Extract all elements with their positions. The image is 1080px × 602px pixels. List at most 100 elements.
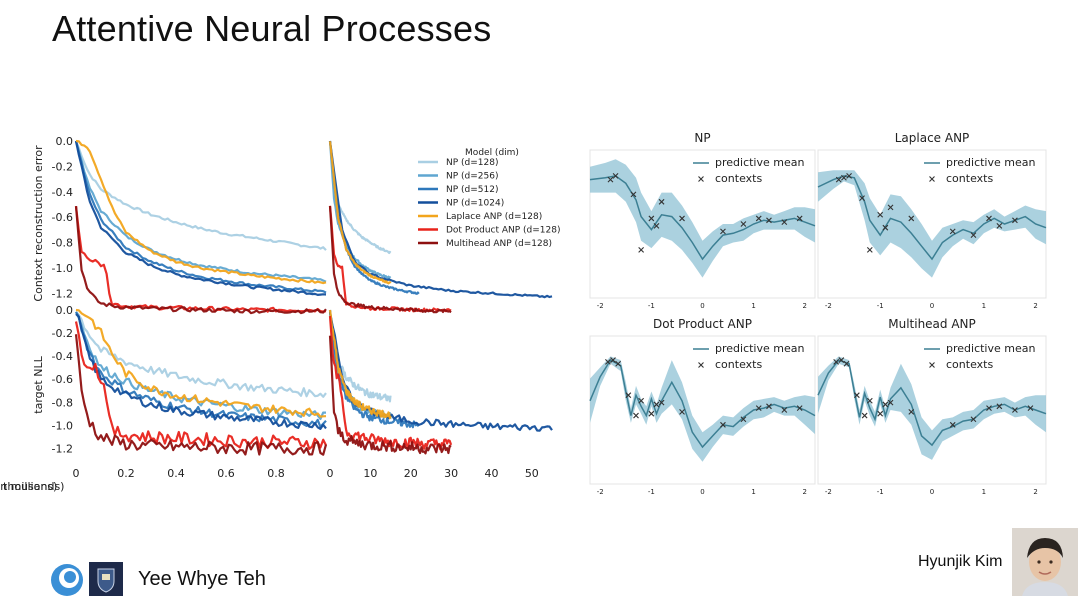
x-tick-label: -1 — [648, 302, 655, 310]
uncertainty-band — [590, 159, 815, 278]
legend-label: predictive mean — [946, 342, 1035, 355]
x-tick-label: 0 — [700, 488, 704, 496]
context-point — [781, 219, 788, 226]
x-tick-label: 30 — [444, 467, 458, 480]
legend-label-np-d-512: NP (d=512) — [446, 185, 498, 195]
uncertainty-band — [818, 356, 1046, 460]
context-point — [1012, 407, 1018, 413]
dot-product-anp-regression-plot: Dot Product ANP -2 -1 0 1 2 predictive mean con… — [589, 317, 816, 496]
series-line-np-d-128 — [74, 140, 327, 251]
author-photo — [1012, 528, 1078, 596]
x-tick-label: 0.4 — [167, 467, 185, 480]
model-legend: Model (dim)NP (d=128) NP (d=256) NP (d=512… — [418, 148, 561, 249]
context-point — [843, 360, 850, 367]
context-point — [633, 412, 639, 419]
iteration-target-plot: 0.0 -0.2 -0.4 -0.6 -0.8 -1.0 -1.20 0.2 0.4 0.6 0.8… — [0, 304, 328, 493]
panel-title: Multihead ANP — [888, 317, 976, 331]
y-tick-label: -0.2 — [52, 160, 73, 173]
context-point — [658, 198, 665, 205]
context-point — [653, 401, 660, 408]
series-line-np-d-128 — [328, 141, 392, 255]
legend-context-marker — [698, 362, 704, 368]
context-point — [866, 247, 873, 253]
context-point — [720, 228, 726, 235]
series-line-np-d-1024 — [328, 140, 553, 299]
x-tick-label: 10 — [363, 467, 377, 480]
context-point — [996, 222, 1003, 229]
context-point — [877, 410, 884, 417]
context-point — [796, 405, 803, 412]
x-tick-label: 0.8 — [267, 467, 285, 480]
y-tick-label: -0.8 — [52, 237, 73, 250]
context-point — [949, 421, 956, 428]
x-tick-label: 0 — [73, 467, 80, 480]
x-tick-label: 1 — [982, 302, 986, 310]
presenter-name: Yee Whye Teh — [138, 568, 266, 590]
series-line-laplace-anp-d-128 — [328, 309, 392, 420]
context-point — [630, 191, 637, 198]
series-line-np-d-128 — [75, 311, 327, 398]
context-point — [625, 392, 632, 399]
deepmind-logo — [50, 563, 84, 597]
x-tick-label: 2 — [1033, 488, 1037, 496]
iteration-context-plot: 0.0 -0.2 -0.4 -0.6 -0.8 -1.0 -1.2 Context recon… — [32, 135, 327, 315]
series-line-np-d-512 — [328, 310, 420, 429]
x-axis-label: Iteration (in millions) — [0, 480, 57, 493]
x-tick-label: 0.2 — [117, 467, 135, 480]
context-point — [986, 215, 992, 222]
x-axis-label: Seconds (in thousands) — [0, 480, 64, 493]
legend-label: predictive mean — [715, 156, 804, 169]
context-point — [838, 357, 845, 363]
context-point — [866, 397, 873, 404]
x-tick-label: -1 — [877, 488, 884, 496]
context-point — [612, 173, 619, 179]
x-tick-label: 2 — [1033, 302, 1037, 310]
y-tick-label: -1.0 — [52, 262, 73, 275]
predictive-mean-line — [817, 175, 1047, 261]
context-point — [648, 410, 655, 417]
y-axis-label: Context reconstruction error — [32, 145, 45, 302]
series-line-multihead-anp-d-128 — [74, 334, 328, 456]
legend-label-np-d-1024: NP (d=1024) — [446, 199, 504, 209]
y-tick-label: -0.2 — [52, 327, 73, 340]
y-tick-label: -0.6 — [52, 211, 73, 224]
panel-title: NP — [694, 131, 710, 145]
series-line-dot-product-anp-d-128 — [74, 205, 327, 313]
series-line-multihead-anp-d-128 — [328, 205, 452, 314]
oxford-crest-logo — [89, 562, 123, 596]
context-point — [882, 224, 889, 231]
context-point — [887, 399, 894, 406]
legend-label: contexts — [946, 358, 993, 371]
x-tick-label: 40 — [484, 467, 498, 480]
panel-title: Dot Product ANP — [653, 317, 752, 331]
context-point — [859, 195, 865, 201]
context-point — [781, 407, 788, 413]
context-point — [796, 215, 803, 222]
context-point — [908, 215, 915, 222]
y-tick-label: -0.4 — [52, 350, 73, 363]
context-point — [638, 397, 645, 404]
legend-label: predictive mean — [715, 342, 804, 355]
legend-label: contexts — [715, 172, 762, 185]
legend-context-marker — [929, 176, 935, 182]
series-line-laplace-anp-d-128 — [328, 141, 392, 285]
context-point — [766, 217, 772, 224]
x-tick-label: 1 — [751, 302, 755, 310]
context-point — [766, 403, 772, 410]
context-point — [648, 215, 655, 222]
x-tick-label: 1 — [982, 488, 986, 496]
x-tick-label: -2 — [597, 488, 604, 496]
context-point — [720, 421, 726, 428]
laplace-anp-regression-plot: Laplace ANP -2 -1 0 1 2 predictive mean context… — [817, 131, 1047, 310]
y-tick-label: -1.0 — [52, 419, 73, 432]
coauthor-name: Hyunjik Kim — [918, 553, 1003, 570]
context-point — [877, 211, 884, 218]
legend-label: predictive mean — [946, 156, 1035, 169]
x-tick-label: 20 — [404, 467, 418, 480]
context-point — [846, 173, 852, 179]
series-line-np-d-1024 — [75, 313, 327, 430]
context-point — [970, 232, 977, 238]
x-tick-label: 0 — [930, 302, 934, 310]
x-tick-label: 50 — [525, 467, 539, 480]
